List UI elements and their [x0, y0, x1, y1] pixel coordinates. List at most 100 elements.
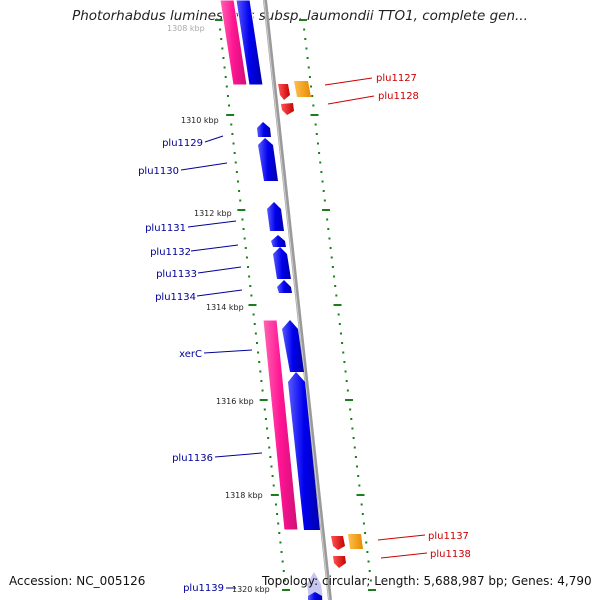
tick-track-outer	[299, 19, 376, 591]
outer-track-tick	[304, 38, 307, 40]
gene-label-plu1137[interactable]: plu1137	[428, 531, 469, 542]
outer-track-tick	[312, 104, 315, 107]
inner-track-tick	[231, 133, 234, 135]
gene-plu1137-orange[interactable]	[348, 534, 363, 549]
gene-plu1130-arrow[interactable]	[258, 138, 278, 181]
scale-label-1320: 1320 kbp	[232, 585, 270, 594]
gene-plu1136-arrow[interactable]	[288, 372, 320, 530]
outer-track-tick	[314, 123, 317, 126]
inner-track-tick	[247, 266, 250, 268]
outer-track-tick	[315, 133, 318, 135]
inner-track-tick	[236, 180, 239, 183]
inner-track-tick	[279, 541, 282, 544]
inner-track-tick	[254, 332, 257, 335]
outer-track-tick	[349, 408, 352, 411]
inner-track-tick	[276, 513, 279, 515]
inner-track-tick	[277, 522, 280, 525]
gene-plu1127-arrow[interactable]	[278, 84, 290, 100]
inner-track-tick	[261, 389, 264, 392]
inner-track-tick	[242, 228, 245, 230]
gene-plu1139-arrow[interactable]	[308, 592, 322, 600]
outer-track-tick	[368, 589, 376, 591]
accession-text: Accession: NC_005126	[9, 574, 146, 588]
gene-label-plu1134[interactable]: plu1134	[155, 292, 196, 303]
inner-track-tick	[266, 427, 269, 430]
inner-track-tick	[283, 579, 286, 582]
gene-block-top-blue[interactable]	[235, 0, 264, 86]
outer-track-tick	[326, 218, 329, 221]
outer-track-tick	[323, 199, 326, 202]
outer-track-tick	[354, 456, 357, 458]
outer-track-tick	[331, 266, 334, 268]
gene-label-plu1127[interactable]: plu1127	[376, 73, 417, 84]
inner-track-tick	[260, 380, 263, 382]
outer-track-tick	[337, 313, 340, 316]
outer-track-tick	[322, 209, 330, 211]
outer-track-tick	[329, 247, 332, 249]
outer-track-tick	[365, 541, 368, 544]
gene-label-plu1130[interactable]: plu1130	[138, 166, 179, 177]
inner-track-tick	[235, 171, 238, 173]
outer-track-tick	[345, 380, 348, 382]
gene-plu1129-arrow[interactable]	[257, 122, 271, 137]
inner-track-tick	[232, 142, 235, 145]
gene-plu1133-arrow[interactable]	[273, 247, 291, 279]
inner-track-tick	[244, 247, 247, 249]
outer-track-tick	[308, 76, 311, 78]
outer-track-tick	[333, 275, 336, 278]
inner-track-tick	[221, 47, 224, 50]
gene-xerC-arrow[interactable]	[282, 320, 304, 372]
gene-plu1132-arrow[interactable]	[271, 235, 286, 247]
gene-label-plu1131[interactable]: plu1131	[145, 223, 186, 234]
outer-track-tick	[310, 85, 313, 88]
inner-track-tick	[255, 342, 258, 344]
outer-track-tick	[343, 361, 346, 363]
outer-track-tick	[305, 47, 308, 50]
gene-label-xerC[interactable]: xerC	[179, 349, 202, 360]
cds-block-top-pink[interactable]	[219, 0, 248, 86]
inner-track-tick	[223, 66, 226, 69]
inner-track-tick	[222, 57, 225, 59]
inner-track-tick	[270, 494, 279, 496]
outer-track-tick	[367, 560, 370, 563]
outer-track-tick	[311, 95, 314, 97]
inner-track-tick	[241, 218, 244, 221]
outer-track-tick	[307, 66, 310, 69]
inner-track-tick	[238, 190, 241, 192]
inner-track-tick	[220, 38, 223, 40]
outer-track-tick	[356, 465, 359, 468]
outer-track-tick	[334, 285, 337, 287]
inner-track-tick	[269, 456, 272, 458]
inner-track-tick	[257, 351, 260, 354]
scale-label-1308: 1308 kbp	[167, 24, 205, 33]
inner-track-tick	[253, 323, 256, 325]
outer-track-tick	[352, 437, 355, 439]
gene-label-plu1136[interactable]: plu1136	[172, 453, 213, 464]
gene-label-plu1129[interactable]: plu1129	[162, 138, 203, 149]
gene-plu1138-arrow[interactable]	[333, 556, 346, 568]
gene-label-plu1128[interactable]: plu1128	[378, 91, 419, 102]
gene-plu1139-arrow-faded[interactable]	[307, 572, 323, 600]
gene-plu1137-arrow[interactable]	[331, 536, 345, 550]
inner-track-tick	[272, 484, 275, 487]
inner-track-tick	[237, 209, 246, 211]
inner-track-tick	[259, 370, 262, 373]
cds-block-xerC-plu1136-pink[interactable]	[262, 319, 299, 531]
scale-label-1312: 1312 kbp	[194, 209, 232, 218]
gene-label-plu1133[interactable]: plu1133	[156, 269, 197, 280]
gene-label-plu1138[interactable]: plu1138	[430, 549, 471, 560]
gene-label-plu1139[interactable]: plu1139	[183, 583, 224, 594]
gene-plu1128-arrow[interactable]	[281, 103, 294, 115]
outer-track-tick	[306, 57, 309, 59]
gene-plu1127-orange[interactable]	[294, 81, 311, 97]
gene-plu1131-arrow[interactable]	[267, 202, 284, 231]
gene-plu1134-arrow[interactable]	[277, 280, 292, 293]
inner-track-tick	[271, 475, 274, 477]
inner-track-tick	[225, 85, 228, 88]
outer-track-tick	[330, 256, 333, 259]
gene-label-plu1132[interactable]: plu1132	[150, 247, 191, 258]
inner-track-tick	[219, 28, 222, 31]
outer-track-tick	[364, 532, 367, 534]
inner-track-tick	[248, 304, 257, 306]
